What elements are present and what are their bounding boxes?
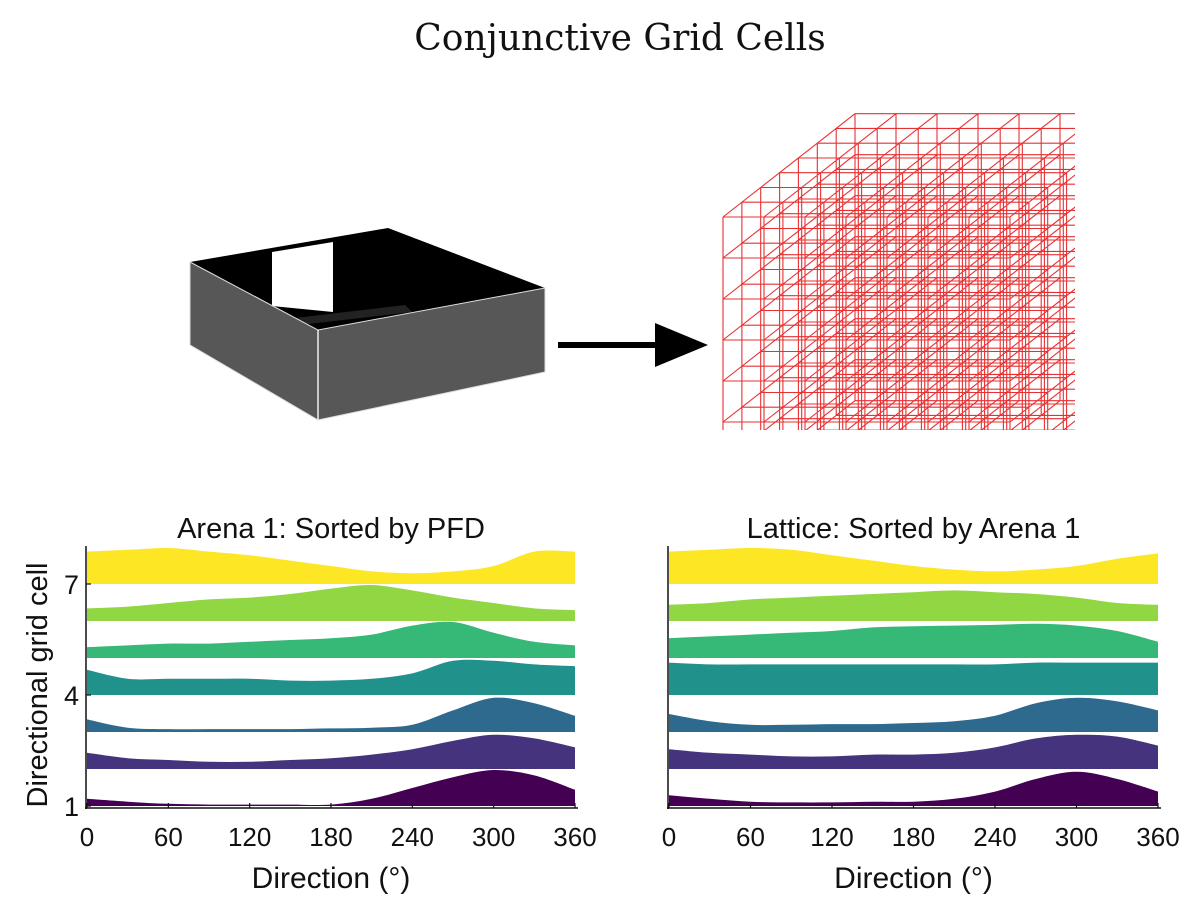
arena-white-cue-card xyxy=(272,242,333,312)
arena-inner-floor-edge xyxy=(295,305,412,325)
series-cell-3-area xyxy=(669,697,1158,732)
x-tick-label: 120 xyxy=(228,822,271,852)
series-cell-1-area xyxy=(87,769,575,806)
lattice-cube-illustration xyxy=(722,113,1075,430)
series-cell-6-area xyxy=(87,584,575,621)
arena-box-illustration xyxy=(189,228,546,421)
figure-title: Conjunctive Grid Cells xyxy=(414,18,826,59)
lattice-grid-lines xyxy=(722,113,1075,430)
chart-panel-2: Lattice: Sorted by Arena 1 0 60 120 180 240 30… xyxy=(662,513,1180,895)
x-tick-label: 300 xyxy=(1055,822,1098,852)
series-cell-6-area xyxy=(669,590,1158,621)
arrow-head xyxy=(655,323,708,367)
chart-title: Lattice: Sorted by Arena 1 xyxy=(747,513,1081,545)
series-cell-2-area xyxy=(87,734,575,769)
x-tick-label: 240 xyxy=(973,822,1016,852)
series-cell-7-area xyxy=(669,548,1158,584)
x-tick-label: 180 xyxy=(309,822,352,852)
series-cell-5-area xyxy=(669,623,1158,658)
x-tick-label: 360 xyxy=(553,822,596,852)
transform-arrow xyxy=(558,323,708,367)
x-axis-label: Direction (°) xyxy=(252,862,411,895)
x-axis-label: Direction (°) xyxy=(834,862,993,895)
series-cell-7-area xyxy=(87,547,575,584)
series-cell-5-area xyxy=(87,621,575,658)
x-tick-label: 300 xyxy=(472,822,515,852)
series-cell-4-area xyxy=(87,659,575,695)
y-axis-label: Directional grid cell xyxy=(22,563,54,808)
series-cell-1-area xyxy=(669,771,1158,806)
x-tick-label: 0 xyxy=(662,822,676,852)
chart-panel-1: Arena 1: Sorted by PFD 0 60 120 180 240 300 360… xyxy=(22,513,597,895)
x-tick-label: 360 xyxy=(1136,822,1179,852)
series-cell-4-area xyxy=(669,662,1158,695)
x-tick-label: 120 xyxy=(810,822,853,852)
series-cell-2-area xyxy=(669,734,1158,769)
x-tick-label: 60 xyxy=(154,822,183,852)
y-tick-label: 7 xyxy=(64,570,79,600)
x-tick-label: 240 xyxy=(391,822,434,852)
chart-title: Arena 1: Sorted by PFD xyxy=(177,513,485,545)
x-tick-label: 0 xyxy=(80,822,94,852)
y-tick-label: 1 xyxy=(64,792,79,822)
y-tick-label: 4 xyxy=(64,681,79,711)
chart-area: Arena 1: Sorted by PFD 0 60 120 180 240 300 360… xyxy=(22,513,1180,895)
x-tick-label: 60 xyxy=(736,822,765,852)
x-tick-label: 180 xyxy=(892,822,935,852)
series-cell-3-area xyxy=(87,697,575,732)
